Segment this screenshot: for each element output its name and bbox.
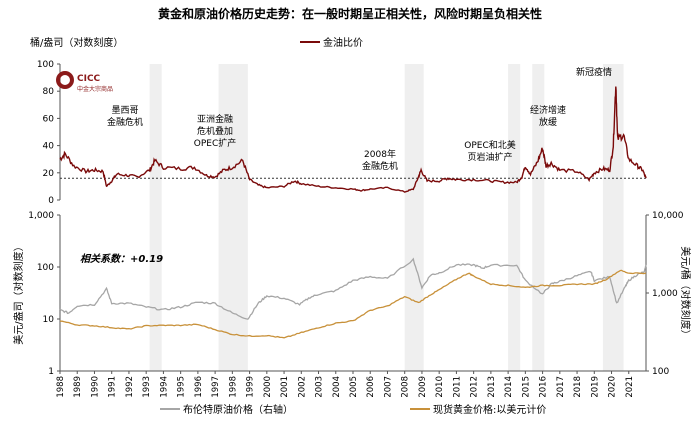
lower-y-tick-label: 10	[43, 315, 55, 325]
x-tick-label: 1989	[73, 376, 83, 398]
logo-subtext: 中金大宗商品	[77, 85, 113, 93]
x-tick-label: 1990	[90, 376, 100, 398]
shaded-period	[508, 64, 521, 371]
lower-y2-label: 美元/桶（对数刻度）	[679, 246, 692, 339]
x-tick-label: 1993	[142, 376, 152, 398]
oil-legend-label: 布伦特原油价格（右轴）	[183, 403, 293, 416]
upper-y-tick-label: 60	[43, 114, 55, 124]
x-tick-label: 2005	[349, 376, 359, 398]
gold-legend-label: 现货黄金价格:以美元计价	[433, 403, 546, 416]
x-tick-label: 2014	[504, 376, 514, 398]
correlation-annotation: 相关系数：+0.19	[80, 253, 163, 265]
x-tick-label: 2009	[418, 376, 428, 398]
x-tick-label: 1994	[159, 376, 169, 398]
lower-y2-tick-label: 10,000	[652, 211, 684, 221]
upper-y-tick-label: 40	[43, 142, 55, 152]
event-annotation: OPEC扩产	[194, 137, 236, 149]
x-tick-label: 2004	[332, 376, 342, 398]
logo-mark	[56, 71, 74, 89]
event-annotation: 墨西哥	[111, 105, 138, 116]
gold-oil-ratio-line	[59, 86, 647, 193]
x-tick-label: 1997	[211, 376, 221, 398]
upper-y-tick-label: 0	[48, 196, 54, 206]
brent-oil-price-line	[59, 257, 647, 320]
shaded-period	[149, 64, 162, 371]
event-annotation: 页岩油扩产	[467, 151, 512, 163]
x-tick-label: 2003	[315, 376, 325, 398]
x-tick-label: 2001	[280, 376, 290, 398]
lower-y-tick-label: 1,000	[28, 211, 54, 221]
x-tick-label: 1988	[56, 376, 66, 398]
shaded-period	[602, 64, 624, 371]
cicc-logo: CICC 中金大宗商品	[56, 71, 113, 93]
x-tick-label: 2018	[573, 376, 583, 398]
upper-y-tick-label: 100	[37, 60, 54, 70]
x-tick-label: 2015	[521, 376, 531, 398]
event-annotation: 2008年	[364, 148, 396, 160]
shaded-period	[218, 64, 248, 371]
x-tick-label: 2016	[539, 376, 549, 398]
shaded-period	[404, 64, 424, 371]
x-tick-label: 2013	[487, 376, 497, 398]
x-tick-label: 2006	[366, 376, 376, 398]
event-annotation: 金融危机	[107, 116, 143, 128]
x-tick-label: 2011	[452, 376, 462, 398]
upper-y-label: 桶/盎司（对数刻度）	[30, 36, 123, 49]
x-tick-label: 1992	[125, 376, 135, 398]
x-tick-label: 1996	[194, 376, 204, 398]
event-annotation: 危机叠加	[197, 125, 233, 137]
x-tick-label: 2012	[470, 376, 480, 398]
x-tick-label: 2002	[297, 376, 307, 398]
lower-y2-tick-label: 1,000	[652, 289, 678, 299]
event-annotation: 放缓	[539, 116, 557, 128]
x-tick-label: 2000	[263, 376, 273, 398]
x-tick-label: 2020	[608, 376, 618, 398]
lower-y-tick-label: 100	[37, 263, 54, 273]
lower-y2-tick-label: 100	[652, 367, 669, 377]
event-annotation: 新冠疫情	[576, 66, 612, 78]
lower-y-label: 美元/盎司（对数刻度）	[12, 241, 25, 344]
shaded-period	[532, 64, 545, 371]
x-tick-label: 2021	[625, 376, 635, 398]
x-tick-label: 1999	[246, 376, 256, 398]
event-annotation: 亚洲金融	[197, 113, 233, 125]
x-tick-label: 2019	[590, 376, 600, 398]
upper-y-tick-label: 80	[43, 87, 55, 97]
spot-gold-price-line	[60, 269, 647, 339]
upper-legend-label: 金油比价	[323, 36, 363, 49]
event-annotation: 经济增速	[530, 104, 566, 116]
x-tick-label: 2017	[556, 376, 566, 398]
lower-y-tick-label: 1	[48, 367, 54, 377]
x-tick-label: 1998	[228, 376, 238, 398]
upper-y-tick-label: 20	[43, 169, 55, 179]
x-tick-label: 1995	[177, 376, 187, 398]
x-tick-label: 2010	[435, 376, 445, 398]
x-tick-label: 1991	[108, 376, 118, 398]
chart-title: 黄金和原油价格历史走势：在一般时期呈正相关性，风险时期呈负相关性	[158, 6, 542, 21]
event-annotation: 金融危机	[362, 160, 398, 172]
logo-text: CICC	[77, 74, 101, 84]
event-annotation: OPEC和北美	[464, 139, 515, 151]
x-tick-label: 2007	[383, 376, 393, 398]
x-tick-label: 2008	[401, 376, 411, 398]
